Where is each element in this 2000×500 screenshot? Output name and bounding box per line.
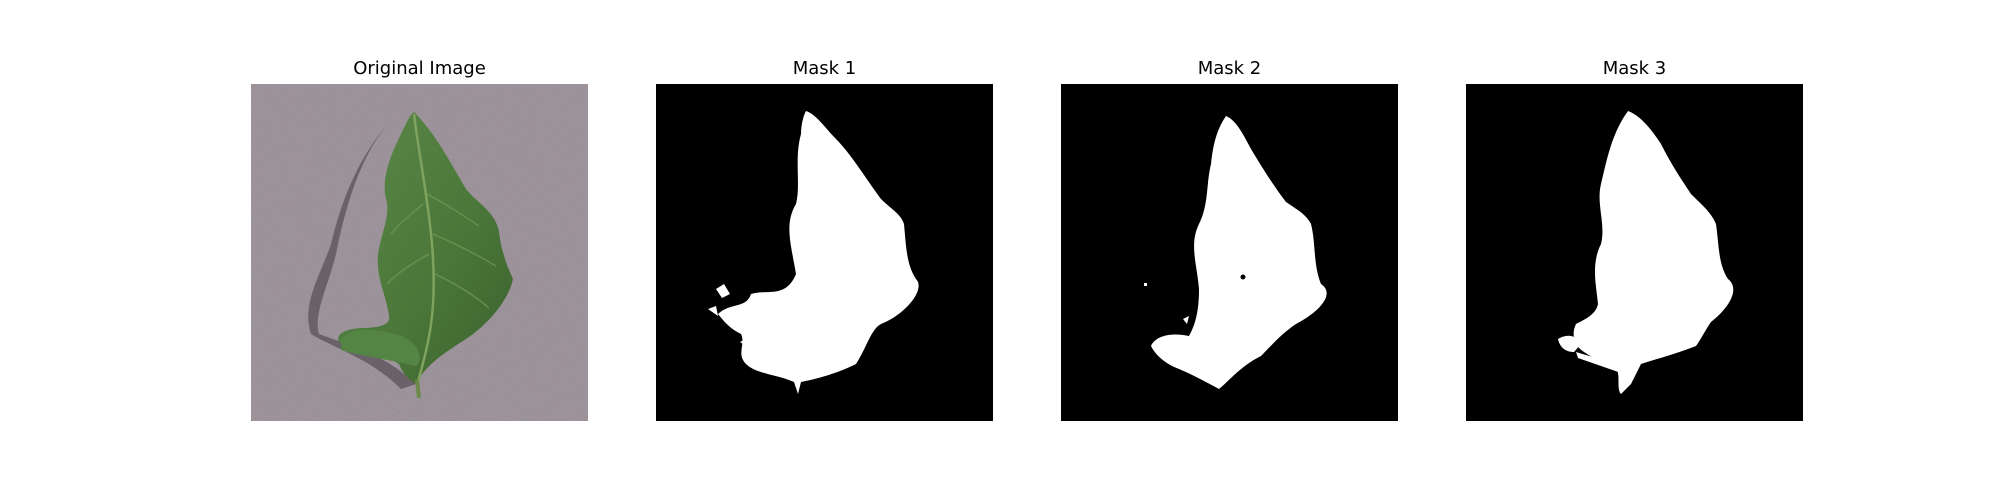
panel-title: Original Image xyxy=(353,58,486,79)
mask-3-image xyxy=(1466,84,1803,421)
panel-mask-3: Mask 3 xyxy=(1466,56,1803,421)
mask-2-image xyxy=(1061,84,1398,421)
mask-1-image xyxy=(656,84,993,421)
panel-mask-1: Mask 1 xyxy=(656,56,993,421)
panel-title: Mask 1 xyxy=(792,58,857,79)
panel-mask-2: Mask 2 xyxy=(1061,56,1398,421)
panel-title: Mask 2 xyxy=(1197,58,1262,79)
original-leaf-photo xyxy=(251,84,588,421)
panel-original-image: Original Image xyxy=(251,56,588,421)
panel-title: Mask 3 xyxy=(1602,58,1667,79)
